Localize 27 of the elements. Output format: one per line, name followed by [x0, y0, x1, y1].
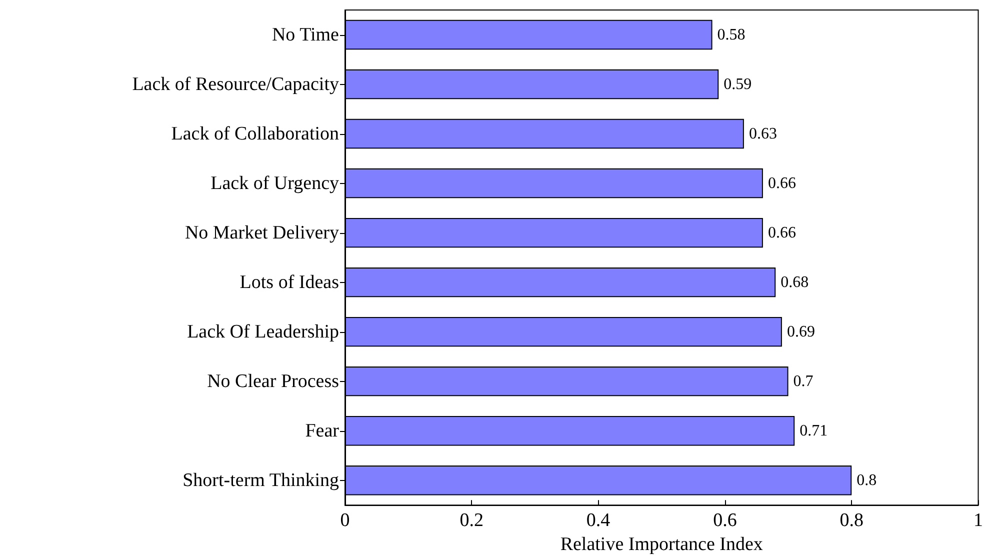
data-label: 0.59 — [724, 76, 752, 93]
x-axis-title: Relative Importance Index — [560, 534, 764, 555]
data-label: 0.69 — [786, 323, 815, 340]
y-tick-label: Lack Of Leadership — [187, 321, 339, 342]
y-tick-label: Short-term Thinking — [182, 470, 340, 491]
y-tick-label: No Clear Process — [207, 370, 339, 392]
y-tick-label: Lots of Ideas — [240, 272, 339, 293]
y-tick-label: No Market Delivery — [184, 222, 340, 244]
data-label: 0.58 — [717, 26, 746, 44]
x-tick-label: 0.6 — [713, 510, 737, 532]
x-tick-label: 0.8 — [840, 510, 864, 532]
y-tick-label: No Time — [272, 24, 339, 46]
y-tick-label: Lack of Urgency — [210, 172, 340, 194]
data-label: 0.68 — [780, 274, 809, 291]
y-tick-label: Lack of Collaboration — [171, 123, 340, 144]
data-label: 0.7 — [793, 372, 814, 390]
data-label: 0.66 — [768, 174, 796, 192]
y-tick-label: Fear — [305, 420, 340, 442]
y-tick-label: Lack of Resource/Capacity — [132, 74, 340, 95]
data-label: 0.71 — [800, 422, 828, 440]
x-tick-label: 0.4 — [586, 510, 611, 532]
data-label: 0.66 — [768, 224, 796, 242]
x-tick-label: 0.2 — [460, 510, 484, 532]
x-tick-label: 1 — [974, 510, 983, 532]
data-label: 0.8 — [856, 472, 877, 489]
x-tick-label: 0 — [340, 510, 350, 532]
data-label: 0.63 — [748, 125, 777, 142]
